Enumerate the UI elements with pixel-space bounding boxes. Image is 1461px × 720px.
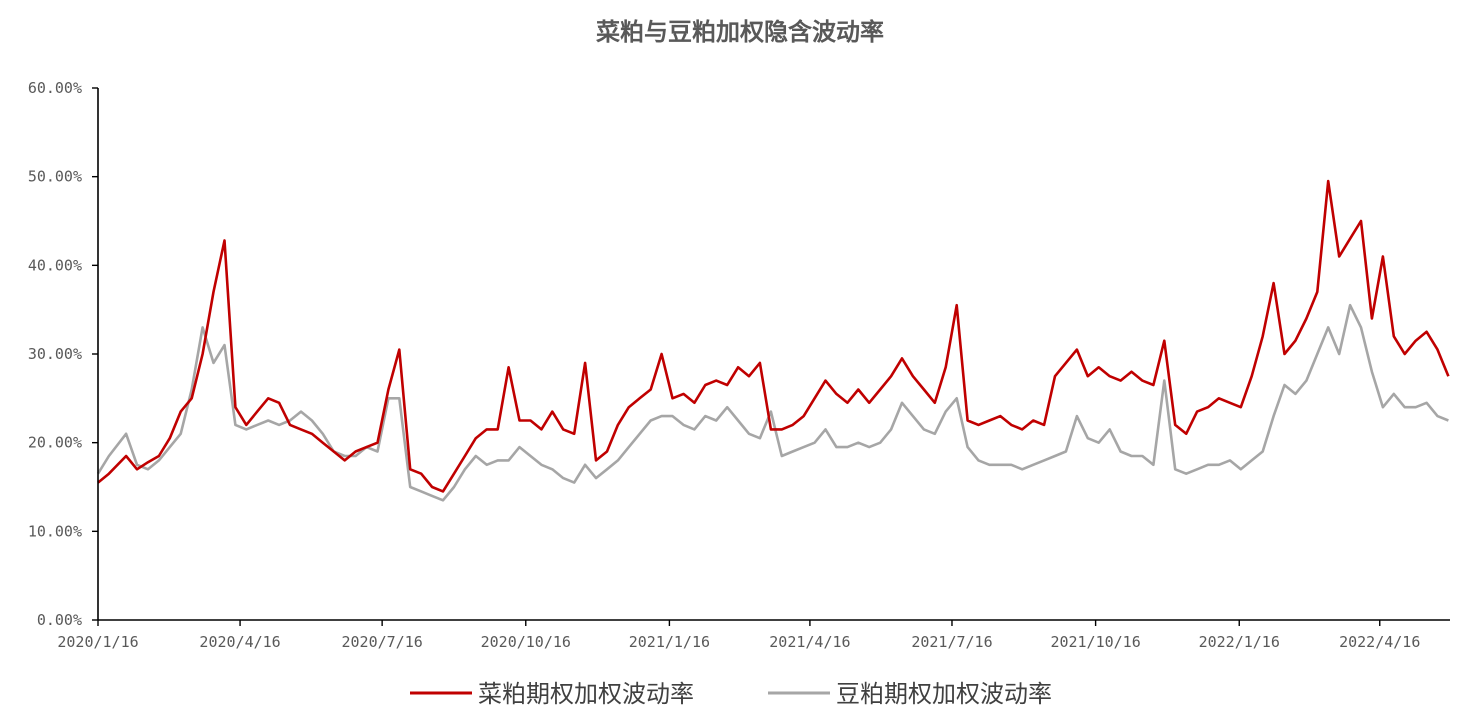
legend-label: 菜粕期权加权波动率: [478, 680, 694, 708]
x-tick-label: 2021/7/16: [911, 633, 992, 651]
legend-label: 豆粕期权加权波动率: [836, 680, 1052, 708]
y-tick-label: 20.00%: [28, 434, 82, 452]
y-tick-label: 40.00%: [28, 256, 82, 274]
x-tick-label: 2021/1/16: [629, 633, 710, 651]
x-tick-label: 2020/10/16: [481, 633, 571, 651]
legend: 菜粕期权加权波动率 豆粕期权加权波动率: [410, 680, 1052, 708]
x-tick-label: 2021/10/16: [1050, 633, 1140, 651]
x-tick-label: 2020/7/16: [341, 633, 422, 651]
x-tick-label: 2020/4/16: [199, 633, 280, 651]
y-tick-label: 30.00%: [28, 345, 82, 363]
x-axis-ticks: 2020/1/16 2020/4/16 2020/7/16 2020/10/16 202…: [57, 620, 1420, 651]
chart-title: 菜粕与豆粕加权隐含波动率: [595, 18, 884, 46]
series-lines: [96, 179, 1450, 502]
x-tick-label: 2022/4/16: [1339, 633, 1420, 651]
y-tick-label: 50.00%: [28, 168, 82, 186]
x-tick-label: 2020/1/16: [57, 633, 138, 651]
y-tick-label: 10.00%: [28, 522, 82, 540]
x-tick-label: 2022/1/16: [1199, 633, 1280, 651]
y-tick-label: 60.00%: [28, 79, 82, 97]
x-tick-label: 2021/4/16: [769, 633, 850, 651]
series-line-2: [96, 303, 1449, 502]
y-axis-ticks: 0.00% 10.00% 20.00% 30.00% 40.00% 50.00% 60.00…: [28, 79, 98, 629]
series-line-1: [97, 179, 1450, 493]
y-tick-label: 0.00%: [37, 611, 82, 629]
